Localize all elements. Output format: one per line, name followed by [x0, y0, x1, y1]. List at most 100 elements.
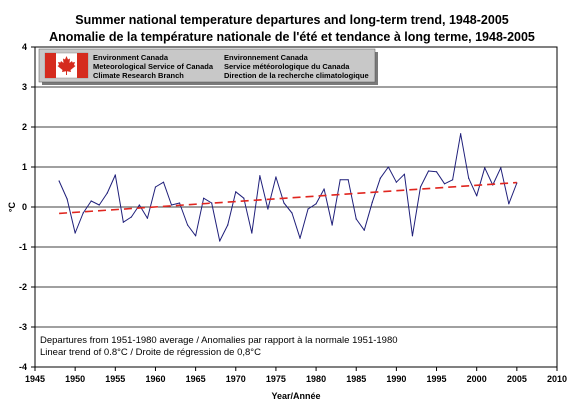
- anomaly-point: [122, 221, 124, 223]
- x-tick-label: 1995: [427, 374, 447, 384]
- x-tick-label: 1960: [145, 374, 165, 384]
- banner-fr-line3: Direction de la recherche climatologique: [224, 71, 369, 80]
- anomaly-point: [195, 235, 197, 237]
- x-tick-label: 1975: [266, 374, 286, 384]
- anomaly-point: [114, 174, 116, 176]
- y-axis-label: °C: [7, 201, 17, 212]
- x-tick-label: 2000: [467, 374, 487, 384]
- y-tick-label: -4: [19, 362, 27, 372]
- anomaly-point: [411, 235, 414, 237]
- anomaly-point: [484, 167, 486, 169]
- data-series: [58, 133, 518, 242]
- anomaly-point: [58, 180, 60, 182]
- agency-banner: Environment Canada Meteorological Servic…: [38, 48, 378, 85]
- anomaly-point: [211, 202, 213, 204]
- anomaly-point: [443, 183, 446, 185]
- x-axis-ticks: 1945 1950 1955 1960 1965 1970 1975 1980 1985 1990…: [25, 367, 567, 384]
- anomaly-point: [315, 203, 317, 205]
- anomaly-point: [267, 208, 269, 210]
- banner-en-line1: Environment Canada: [93, 53, 169, 62]
- x-tick-label: 1980: [306, 374, 326, 384]
- anomaly-point: [379, 177, 381, 179]
- anomaly-point: [371, 201, 373, 203]
- anomaly-point: [154, 186, 157, 188]
- anomaly-point: [419, 186, 422, 188]
- y-tick-label: -2: [19, 282, 27, 292]
- canada-flag-icon: [44, 52, 89, 79]
- anomaly-point: [203, 197, 205, 199]
- anomaly-point: [435, 171, 438, 173]
- anomaly-point: [323, 188, 325, 190]
- x-tick-label: 2005: [507, 374, 527, 384]
- anomaly-point: [331, 224, 333, 226]
- anomaly-point: [476, 195, 478, 197]
- anomaly-point: [283, 202, 285, 204]
- anomaly-series-line: [58, 133, 518, 242]
- anomaly-point: [403, 173, 406, 175]
- anomaly-point: [219, 240, 221, 242]
- x-axis-label: Year/Année: [271, 391, 320, 401]
- banner-en-line3: Climate Research Branch: [93, 71, 184, 80]
- x-tick-label: 2010: [547, 374, 567, 384]
- anomaly-point: [106, 192, 108, 194]
- x-tick-label: 1950: [65, 374, 85, 384]
- anomaly-point: [355, 218, 357, 220]
- anomaly-point: [170, 204, 173, 206]
- anomaly-point: [460, 133, 462, 135]
- annotation-trend: Linear trend of 0.8°C / Droite de régres…: [40, 347, 261, 358]
- chart-title: Summer national temperature departures a…: [75, 13, 509, 27]
- banner-en-line2: Meteorological Service of Canada: [93, 62, 214, 71]
- anomaly-point: [291, 212, 293, 214]
- anomaly-point: [299, 237, 301, 239]
- banner-fr-line1: Environnement Canada: [224, 53, 309, 62]
- anomaly-point: [186, 224, 189, 226]
- y-tick-label: -1: [19, 242, 27, 252]
- anomaly-point: [307, 208, 309, 210]
- plot-frame: [34, 46, 558, 368]
- anomaly-point: [243, 197, 245, 199]
- y-tick-label: 4: [22, 42, 27, 52]
- x-tick-label: 1985: [346, 374, 366, 384]
- banner-box: [38, 48, 376, 83]
- y-tick-label: 2: [22, 122, 27, 132]
- chart-subtitle: Anomalie de la température nationale de …: [49, 30, 535, 44]
- y-tick-label: -3: [19, 322, 27, 332]
- x-tick-label: 1965: [186, 374, 206, 384]
- trend-series-line: [59, 181, 517, 215]
- anomaly-point: [98, 204, 100, 206]
- anomaly-point: [395, 181, 397, 183]
- anomaly-point: [508, 203, 510, 205]
- y-tick-label: 1: [22, 162, 27, 172]
- annotation-baseline: Departures from 1951-1980 average / Anom…: [40, 335, 398, 346]
- x-tick-label: 1970: [226, 374, 246, 384]
- anomaly-point: [468, 177, 470, 179]
- anomaly-point: [387, 166, 389, 168]
- banner-fr-line2: Service météorologique du Canada: [224, 62, 350, 71]
- anomaly-point: [339, 179, 341, 181]
- anomaly-point: [74, 232, 76, 234]
- anomaly-point: [427, 170, 430, 172]
- anomaly-point: [146, 217, 149, 219]
- anomaly-point: [500, 167, 502, 169]
- anomaly-point: [138, 204, 140, 206]
- x-tick-label: 1955: [105, 374, 125, 384]
- anomaly-point: [251, 232, 253, 234]
- anomaly-point: [66, 198, 68, 200]
- anomaly-point: [452, 179, 454, 181]
- anomaly-point: [227, 224, 229, 226]
- y-tick-label: 3: [22, 82, 27, 92]
- anomaly-point: [235, 191, 237, 193]
- anomaly-point: [82, 212, 84, 214]
- y-axis-ticks: -4 -3 -2 -1 0 1 2 3 4: [19, 42, 35, 372]
- anomaly-point: [275, 176, 277, 178]
- x-tick-label: 1945: [25, 374, 45, 384]
- anomaly-point: [90, 200, 92, 202]
- anomaly-point: [130, 216, 132, 218]
- anomaly-point: [363, 229, 365, 231]
- y-tick-label: 0: [22, 202, 27, 212]
- anomaly-point: [162, 181, 165, 183]
- x-tick-label: 1990: [386, 374, 406, 384]
- anomaly-point: [259, 175, 261, 177]
- anomaly-point: [347, 179, 349, 181]
